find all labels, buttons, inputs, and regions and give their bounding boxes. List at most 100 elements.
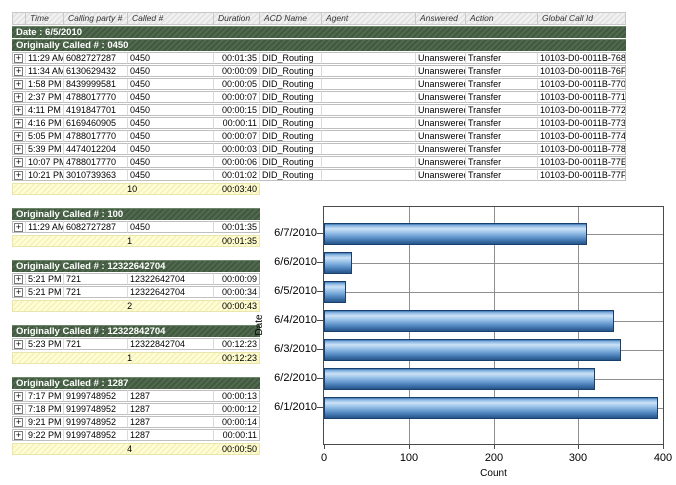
duration-cell: 00:00:11 <box>214 429 260 441</box>
duration-cell: 00:01:35 <box>214 52 260 64</box>
duration-cell: 00:00:05 <box>214 78 260 90</box>
called-number-cell: 0450 <box>128 91 214 103</box>
table-row: +5:39 PM 4474012204 0450 00:00:03 DID_Routin… <box>12 143 626 155</box>
expand-row-button[interactable]: + <box>14 273 23 284</box>
expand-cell: + <box>12 130 26 142</box>
action-cell: Transfer <box>466 52 538 64</box>
column-header-expand <box>12 12 26 25</box>
global-call-id-cell: 10103-D0-0011B-77E <box>538 156 626 168</box>
called-number-cell: 0450 <box>128 65 214 77</box>
column-header-called: Called # <box>128 12 214 25</box>
expand-row-button[interactable]: + <box>14 416 23 427</box>
expand-row-button[interactable]: + <box>14 169 23 180</box>
answered-cell: Unanswered <box>416 117 466 129</box>
expand-cell: + <box>12 338 26 350</box>
expand-row-button[interactable]: + <box>14 65 23 76</box>
time-cell: 9:21 PM <box>26 416 64 428</box>
acd-name-cell: DID_Routing <box>260 169 322 181</box>
called-number-cell: 0450 <box>128 143 214 155</box>
expand-row-button[interactable]: + <box>14 221 23 232</box>
group-total-duration: 00:00:43 <box>221 301 257 311</box>
global-call-id-cell: 10103-D0-0011B-778 <box>538 143 626 155</box>
expand-row-button[interactable]: + <box>14 156 23 167</box>
y-axis-tick-label: 6/4/2010 <box>274 314 317 326</box>
global-call-id-cell: 10103-D0-0011B-768 <box>538 52 626 64</box>
called-number-cell: 0450 <box>128 156 214 168</box>
duration-cell: 00:00:09 <box>214 273 260 285</box>
expand-row-button[interactable]: + <box>14 429 23 440</box>
calling-party-cell: 4474012204 <box>64 143 128 155</box>
x-axis-title: Count <box>480 468 507 479</box>
table-row: +10:21 PM 3010739363 0450 00:01:02 DID_Routi… <box>12 169 626 181</box>
column-header-global-call-id: Global Call Id <box>538 12 626 25</box>
expand-row-button[interactable]: + <box>14 52 23 63</box>
report-group: Originally Called # : 1287 +7:17 PM 919974… <box>12 377 626 455</box>
expand-cell: + <box>12 403 26 415</box>
group-header: Originally Called # : 12322642704 <box>12 260 260 272</box>
report-group: Originally Called # : 12322842704 +5:23 P… <box>12 325 626 364</box>
y-axis-tick <box>317 320 323 321</box>
expand-row-button[interactable]: + <box>14 403 23 414</box>
group-call-count: 4 <box>127 444 133 454</box>
column-header-action: Action <box>466 12 538 25</box>
group-summary-row: 2 00:00:43 <box>12 300 260 312</box>
expand-row-button[interactable]: + <box>14 91 23 102</box>
table-row: +7:18 PM 9199748952 1287 00:00:12 <box>12 403 626 415</box>
time-cell: 5:23 PM <box>26 338 64 350</box>
duration-cell: 00:00:11 <box>214 117 260 129</box>
group-call-count: 1 <box>127 353 133 363</box>
answered-cell: Unanswered <box>416 143 466 155</box>
expand-row-button[interactable]: + <box>14 130 23 141</box>
answered-cell: Unanswered <box>416 52 466 64</box>
group-total-duration: 00:01:35 <box>221 236 257 246</box>
expand-row-button[interactable]: + <box>14 390 23 401</box>
agent-cell <box>322 65 416 77</box>
summary-spacer <box>13 184 125 194</box>
chart-bar <box>324 281 346 303</box>
group-list: Originally Called # : 0450 +11:29 AM 60827… <box>12 39 626 455</box>
calling-party-cell: 9199748952 <box>64 390 128 402</box>
called-number-cell: 0450 <box>128 104 214 116</box>
expand-cell: + <box>12 52 26 64</box>
expand-row-button[interactable]: + <box>14 104 23 115</box>
agent-cell <box>322 143 416 155</box>
expand-row-button[interactable]: + <box>14 117 23 128</box>
duration-cell: 00:00:34 <box>214 286 260 298</box>
expand-row-button[interactable]: + <box>14 286 23 297</box>
expand-row-button[interactable]: + <box>14 78 23 89</box>
x-axis-tick-label: 400 <box>653 452 673 464</box>
action-cell: Transfer <box>466 117 538 129</box>
summary-spacer <box>13 301 125 311</box>
x-axis-tick <box>663 445 664 449</box>
summary-spacer <box>13 353 125 363</box>
table-row: +5:23 PM 721 12322842704 00:12:23 <box>12 338 626 350</box>
called-number-cell: 1287 <box>128 390 214 402</box>
answered-cell: Unanswered <box>416 169 466 181</box>
acd-name-cell: DID_Routing <box>260 143 322 155</box>
chart-bar <box>324 310 614 332</box>
agent-cell <box>322 117 416 129</box>
duration-cell: 00:00:06 <box>214 156 260 168</box>
calling-party-cell: 3010739363 <box>64 169 128 181</box>
called-number-cell: 12322642704 <box>128 273 214 285</box>
expand-cell: + <box>12 156 26 168</box>
group-summary-row: 1 00:12:23 <box>12 352 260 364</box>
agent-cell <box>322 130 416 142</box>
expand-row-button[interactable]: + <box>14 143 23 154</box>
date-group-header: Date : 6/5/2010 <box>12 26 626 38</box>
calling-party-cell: 9199748952 <box>64 403 128 415</box>
duration-cell: 00:01:02 <box>214 169 260 181</box>
chart-plot-area <box>323 206 664 445</box>
expand-cell: + <box>12 91 26 103</box>
column-header-agent: Agent <box>322 12 416 25</box>
time-cell: 7:18 PM <box>26 403 64 415</box>
global-call-id-cell: 10103-D0-0011B-773 <box>538 117 626 129</box>
agent-cell <box>322 52 416 64</box>
expand-row-button[interactable]: + <box>14 338 23 349</box>
time-cell: 11:34 AM <box>26 65 64 77</box>
agent-cell <box>322 104 416 116</box>
table-row: +7:17 PM 9199748952 1287 00:00:13 <box>12 390 626 402</box>
calling-party-cell: 721 <box>64 273 128 285</box>
answered-cell: Unanswered <box>416 65 466 77</box>
global-call-id-cell: 10103-D0-0011B-772 <box>538 104 626 116</box>
